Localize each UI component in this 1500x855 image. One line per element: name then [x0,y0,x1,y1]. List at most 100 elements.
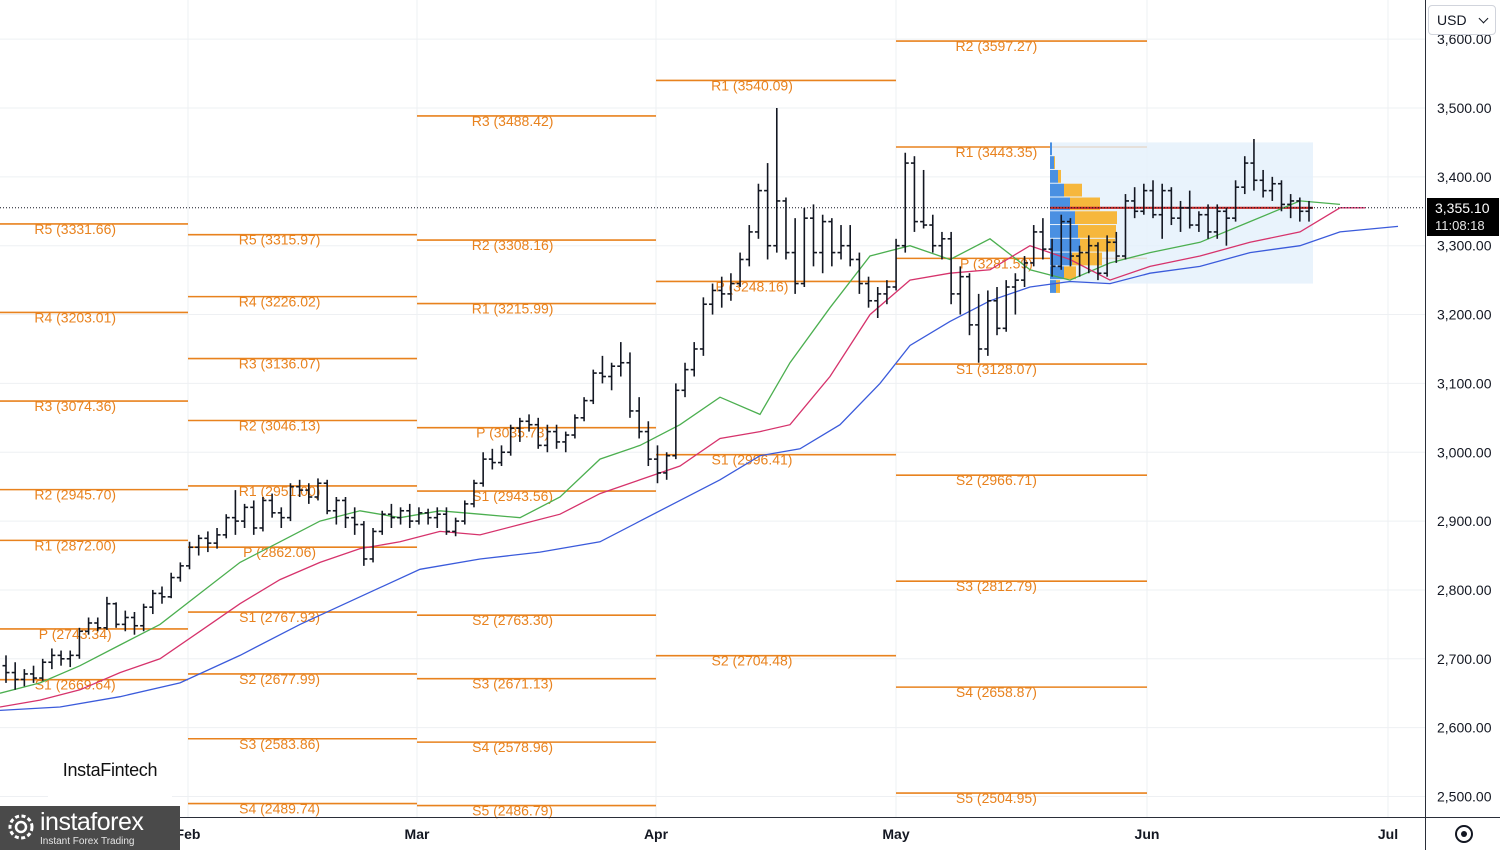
vp-bar-up [1050,142,1052,156]
y-tick-label: 3,600.00 [1437,31,1492,47]
chart-brand-label: InstaFintech [62,759,158,780]
ohlc-bar [1140,183,1148,215]
pivot-label: R4 (3226.02) [239,294,321,310]
y-tick-label: 3,200.00 [1437,307,1492,323]
ohlc-bar [865,276,873,308]
currency-selector[interactable]: USD [1428,5,1496,35]
ohlc-bar [1222,207,1230,246]
x-tick-label: Jun [1135,826,1160,842]
ohlc-bar [947,231,955,305]
moving-average-line [0,225,1399,712]
candlesticks [2,108,1313,690]
last-price: 3,355.10 [1435,200,1490,216]
ohlc-bar [828,218,836,267]
vp-bar-down [1054,156,1055,169]
ohlc-bar [1250,138,1258,191]
y-tick-label: 3,100.00 [1437,375,1492,391]
pivot-label: S2 (2966.71) [956,472,1037,488]
ohlc-bar [66,650,74,668]
logo-name: instaforex [40,808,144,836]
vp-bar-down [1056,280,1060,293]
pivot-label: S2 (2677.99) [239,671,320,687]
pivot-label: R1 (3540.09) [711,77,793,93]
ohlc-bar [305,483,313,504]
ohlc-bar [415,507,423,525]
logo-gear-icon [8,814,34,840]
ohlc-bar [323,479,331,515]
ohlc-bar [608,362,616,391]
ohlc-bar [1002,280,1010,332]
ohlc-bar [580,397,588,422]
ohlc-bar [424,508,432,525]
pivot-label: R1 (3443.35) [956,144,1038,160]
pivot-label: R2 (2945.70) [34,487,116,503]
ohlc-bar [1094,242,1102,281]
vp-bar-up [1050,183,1064,197]
ohlc-bar [1259,169,1267,198]
ohlc-bar [1277,180,1285,212]
y-tick-label: 3,300.00 [1437,238,1492,254]
pivot-label: S4 (2578.96) [472,739,553,755]
bar-countdown: 11:08:18 [1435,218,1485,233]
ohlc-bar [387,503,395,528]
ohlc-bar [149,589,157,615]
pivot-label: S5 (2486.79) [472,803,553,819]
ohlc-bar [75,627,83,659]
ohlc-bar [626,352,634,418]
ohlc-bar [709,283,717,315]
pivot-label: S3 (2583.86) [239,736,320,752]
ohlc-bar [984,290,992,356]
pivot-label: S4 (2489.74) [239,801,320,817]
x-tick-label: Apr [644,826,669,842]
ohlc-bar [360,521,368,566]
ohlc-bar [397,507,405,525]
y-tick-label: 3,500.00 [1437,100,1492,116]
ohlc-bar [204,531,212,553]
grid [0,0,1425,817]
ohlc-bar [800,207,808,288]
ohlc-bar [1021,256,1029,288]
ohlc-bar [617,342,625,377]
vp-bar-down [1075,211,1117,225]
ohlc-bar [1268,176,1276,201]
ohlc-bar [745,225,753,267]
pivot-label: S1 (2669.64) [35,677,116,693]
vp-bar-up [1050,280,1056,293]
y-tick-label: 2,800.00 [1437,582,1492,598]
chevron-down-icon [1478,13,1489,24]
ohlc-bar [130,611,138,635]
ohlc-bar [213,527,221,549]
ohlc-bar [837,225,845,260]
ohlc-bar [571,414,579,439]
ohlc-bar [507,424,515,456]
ohlc-bar [488,448,496,470]
moving-averages [0,200,1399,712]
pivot-label: R2 (3597.27) [956,38,1038,54]
pivot-label: R3 (3488.42) [472,113,554,129]
ohlc-bar [259,497,267,532]
ohlc-bar [20,669,28,687]
ohlc-bar [635,397,643,439]
ohlc-bar [296,479,304,498]
pivot-label: S5 (2504.95) [956,790,1037,806]
pivot-label: P (3248.16) [716,278,789,294]
pivot-label: S2 (2763.30) [472,612,553,628]
ohlc-bar [598,355,606,384]
ohlc-bar [929,214,937,253]
ohlc-bar [901,152,909,253]
ohlc-bar [791,218,799,294]
vp-bar-down [1064,266,1076,280]
ohlc-bar [1213,204,1221,239]
pivot-label: R1 (3215.99) [472,301,554,317]
ohlc-bar [332,497,340,525]
ohlc-bar [314,478,322,501]
settings-gear-icon[interactable] [1455,825,1473,843]
ohlc-bar [809,204,817,267]
ohlc-bar [782,197,790,260]
ohlc-bar [672,383,680,460]
ohlc-bar [470,479,478,508]
ohlc-bar [378,510,386,535]
